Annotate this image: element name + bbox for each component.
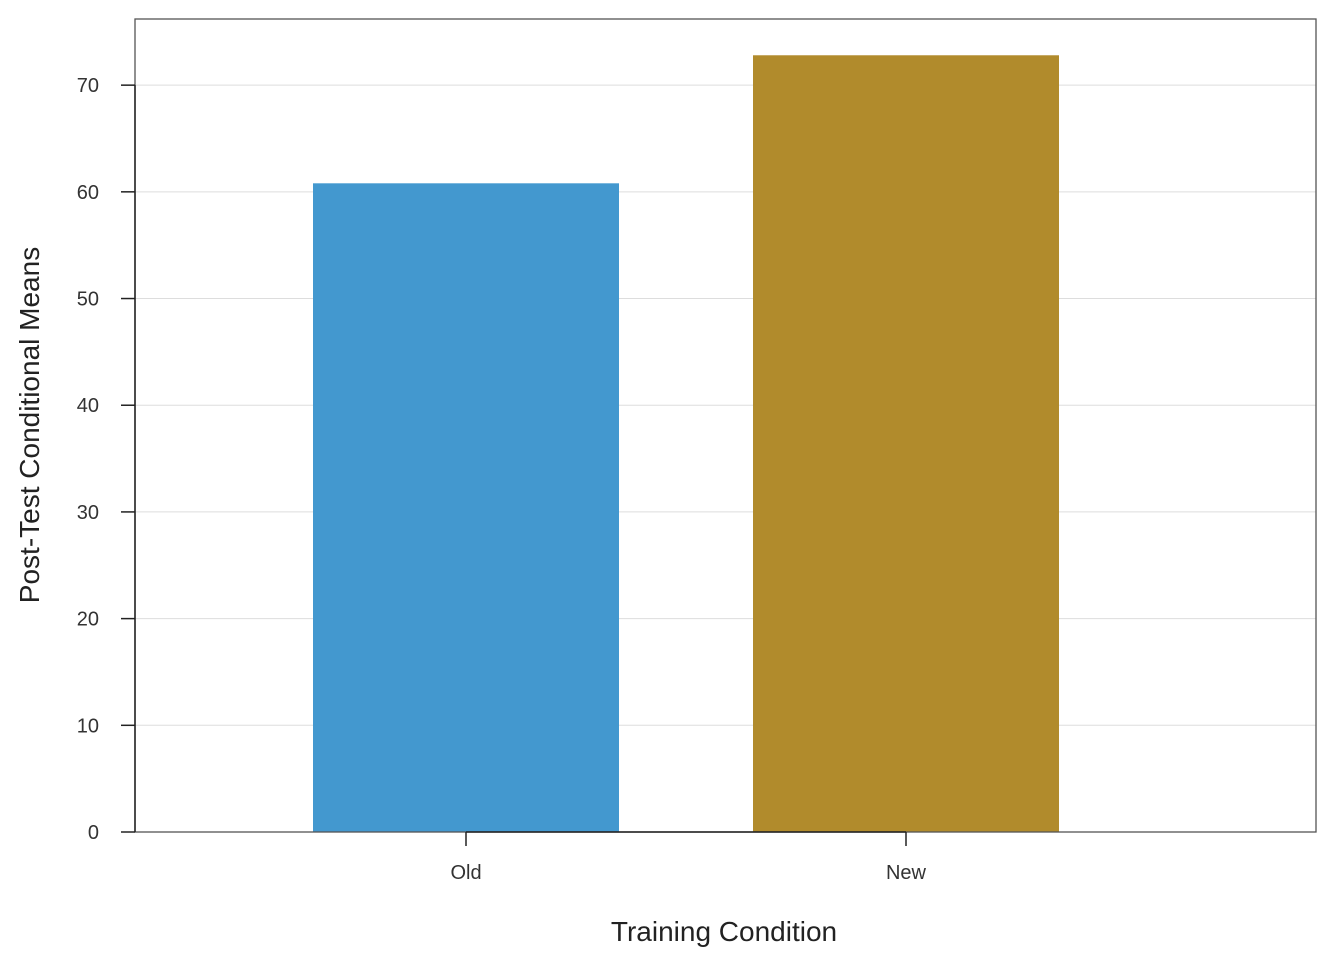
x-tick-label: Old [450, 862, 481, 884]
axes: 0 10 20 30 40 50 60 70 Old New [77, 75, 927, 884]
x-tick-label: New [886, 862, 927, 884]
y-tick-label: 0 [88, 822, 99, 844]
x-axis-title: Training Condition [611, 916, 837, 947]
bar-new [753, 55, 1059, 833]
y-axis-title: Post-Test Conditional Means [14, 247, 45, 603]
y-tick-label: 70 [77, 75, 99, 97]
y-tick-label: 50 [77, 289, 99, 311]
bar-old [313, 183, 619, 833]
y-tick-label: 40 [77, 395, 99, 417]
y-tick-label: 20 [77, 609, 99, 631]
y-tick-label: 60 [77, 182, 99, 204]
bars [313, 55, 1059, 833]
y-tick-label: 10 [77, 715, 99, 737]
y-tick-label: 30 [77, 502, 99, 524]
